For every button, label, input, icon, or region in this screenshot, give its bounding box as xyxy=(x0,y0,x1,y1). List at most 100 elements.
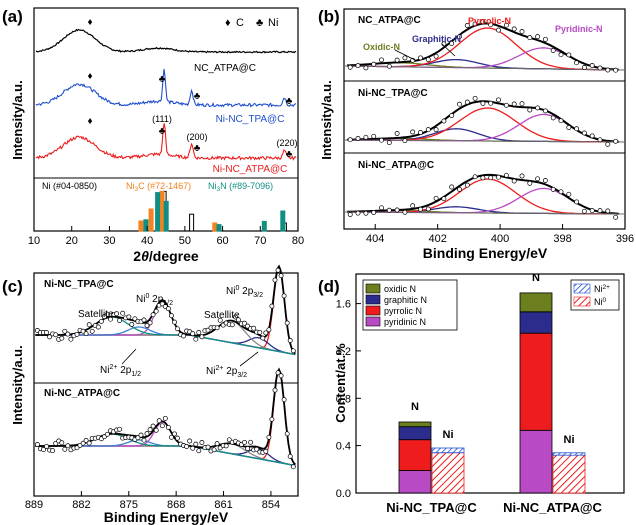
data-point xyxy=(589,133,595,139)
data-point xyxy=(581,208,587,214)
reference-sticks xyxy=(138,190,287,232)
y-tick-label: 0.4 xyxy=(336,441,351,453)
data-point xyxy=(232,314,238,320)
data-point xyxy=(223,443,229,449)
data-point xyxy=(50,448,56,454)
data-point xyxy=(62,446,68,452)
data-point xyxy=(217,317,223,323)
label-pyrrolic-n: Pyrrolic-N xyxy=(468,16,511,26)
data-point xyxy=(290,348,296,354)
data-point xyxy=(566,191,572,197)
data-point xyxy=(120,310,126,316)
reference-stick xyxy=(163,200,169,232)
y-tick-label: 0.0 xyxy=(336,488,351,500)
data-point xyxy=(386,140,392,146)
data-point xyxy=(589,208,595,214)
y-tick-label: 0.8 xyxy=(336,393,351,405)
data-point xyxy=(159,423,165,429)
data-point xyxy=(211,447,217,453)
data-point xyxy=(108,316,113,322)
reference-stick xyxy=(143,219,149,232)
data-point xyxy=(581,65,587,70)
data-point xyxy=(275,267,281,273)
data-point xyxy=(535,34,541,40)
data-point xyxy=(260,335,266,341)
data-point xyxy=(199,440,205,445)
trace-label-ni-nc-tpa: Ni-NC_TPA@C xyxy=(216,114,285,125)
data-point xyxy=(597,65,603,71)
legend-label-pyridinic: pyridinic N xyxy=(384,317,426,327)
x-tick-label: 861 xyxy=(214,499,232,511)
data-point xyxy=(269,303,275,309)
data-point xyxy=(355,210,361,216)
data-point xyxy=(254,446,260,452)
data-point xyxy=(263,330,269,336)
data-point xyxy=(89,328,95,334)
data-point xyxy=(229,322,235,328)
data-point xyxy=(496,27,501,33)
legend-label-ni0: Ni0 xyxy=(594,297,607,307)
arrow-ni2-2p12 xyxy=(121,348,137,365)
legend-ni-symbol: ♣ xyxy=(256,17,263,29)
data-point xyxy=(214,441,220,447)
panel-c-y-label: Intensity/a.u. xyxy=(10,345,25,424)
data-point xyxy=(193,336,199,342)
data-point xyxy=(527,35,533,41)
fit-background xyxy=(343,139,626,143)
data-point xyxy=(144,323,150,328)
data-point xyxy=(472,95,478,101)
data-point xyxy=(418,55,423,61)
legend-ni: Ni2+ Ni0 xyxy=(570,279,620,311)
legend-label-pyrrolic: pyrrolic N xyxy=(384,306,422,316)
bar-top-label-n: N xyxy=(532,272,540,284)
data-point xyxy=(449,113,455,118)
data-point xyxy=(464,99,470,105)
arrow-graphitic-n xyxy=(441,43,456,57)
panel-b-fits xyxy=(343,19,626,220)
legend-label-oxidic: oxidic N xyxy=(384,284,416,294)
data-point xyxy=(141,437,147,443)
data-point xyxy=(104,311,110,317)
x-tick-label: 396 xyxy=(616,233,634,245)
data-point xyxy=(214,325,220,331)
data-point xyxy=(589,63,595,68)
data-point xyxy=(287,338,293,343)
category-label: Ni-NC_ATPA@C xyxy=(503,500,602,515)
panel-b-frame xyxy=(343,8,626,230)
data-point xyxy=(449,40,455,46)
panel-b-x-ticks: 404 402 400 398 396 xyxy=(366,224,634,245)
data-point xyxy=(275,370,281,376)
panel-b-y-label: Intensity/a.u. xyxy=(319,80,334,159)
data-point xyxy=(605,141,611,147)
data-point xyxy=(95,324,101,330)
data-point xyxy=(147,320,153,326)
data-point xyxy=(441,118,447,124)
data-point xyxy=(613,214,619,220)
ref-label-ni: Ni (#04-0850) xyxy=(42,181,97,191)
data-point xyxy=(457,101,462,107)
data-point xyxy=(363,65,369,71)
data-point xyxy=(371,210,377,215)
data-point xyxy=(281,293,287,299)
data-point xyxy=(34,442,40,447)
data-point xyxy=(425,127,431,133)
data-point xyxy=(281,397,287,403)
peak-marker-ni-4: ♣ xyxy=(159,126,166,137)
panel-c: (c) Ni-NC_TPA@C Ni-NC_ATPA@C Satellite S… xyxy=(2,264,299,525)
data-point xyxy=(141,317,147,323)
data-point xyxy=(284,431,290,437)
peak-marker-ni-1: ♣ xyxy=(159,74,166,85)
bar-segment-oxidic-N xyxy=(398,421,432,428)
category-label: Ni-NC_TPA@C xyxy=(386,500,477,515)
data-point xyxy=(165,424,171,430)
bar-segment-pyridinic-N xyxy=(398,470,432,494)
data-point xyxy=(41,447,46,452)
data-point xyxy=(550,48,556,53)
data-point xyxy=(153,427,159,433)
data-point xyxy=(472,174,478,180)
arrow-oxidic-n xyxy=(394,49,416,61)
x-tick-label: 10 xyxy=(28,235,40,247)
panel-a-x-label: 2θ/degree xyxy=(133,248,199,264)
data-point xyxy=(379,57,384,63)
panel-d-bars: N Ni Ni-NC_TPA@C N Ni Ni-NC_ATPA@C xyxy=(386,272,602,515)
